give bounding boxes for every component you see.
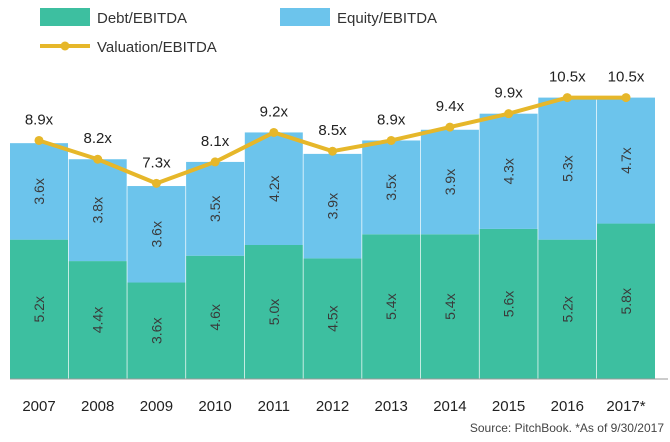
x-tick-2013: 2013 [375, 398, 408, 415]
valuation-point-2010 [210, 157, 220, 167]
label-debt-2008: 4.4x [90, 307, 106, 333]
valuation-point-2008 [93, 154, 103, 164]
valuation-line-layer [34, 93, 631, 188]
valuation-point-2009 [151, 178, 161, 188]
label-equity-2015: 4.3x [501, 158, 517, 184]
x-tick-2008: 2008 [81, 398, 114, 415]
label-equity-2008: 3.8x [90, 197, 106, 223]
label-valuation-2014: 9.4x [436, 98, 465, 115]
bar-debt-2017* [597, 223, 655, 379]
valuation-point-2015 [504, 109, 514, 119]
x-tick-2017*: 2017* [606, 398, 645, 415]
label-equity-2009: 3.6x [148, 221, 164, 247]
legend-label-equity: Equity/EBITDA [337, 10, 437, 27]
label-valuation-2009: 7.3x [142, 154, 171, 171]
label-equity-2012: 3.9x [325, 193, 341, 219]
label-debt-2016: 5.2x [559, 296, 575, 322]
bar-debt-2009 [127, 282, 186, 379]
label-equity-2011: 4.2x [266, 175, 282, 201]
bar-debt-2015 [479, 228, 538, 379]
label-debt-2017*: 5.8x [618, 288, 634, 314]
label-debt-2013: 5.4x [383, 293, 399, 319]
bar-equity-2015 [479, 113, 538, 229]
bar-debt-2014 [420, 234, 479, 379]
bar-debt-2016 [538, 239, 597, 379]
x-axis-ticks: 2007 2008 2009 2010 2011 2012 2013 2014 2015 2016… [22, 398, 645, 415]
valuation-point-2016 [562, 93, 572, 103]
label-debt-2015: 5.6x [501, 291, 517, 317]
bar-debt-2013 [362, 234, 421, 379]
x-tick-2011: 2011 [258, 398, 290, 415]
bar-equity-2011 [244, 132, 303, 245]
x-tick-2010: 2010 [198, 398, 231, 415]
label-debt-2009: 3.6x [148, 318, 164, 344]
bar-equity-2010 [186, 161, 245, 256]
bar-equity-2014 [420, 129, 479, 235]
label-debt-2011: 5.0x [266, 299, 282, 325]
label-valuation-2015: 9.9x [494, 85, 523, 102]
legend-label-debt: Debt/EBITDA [97, 10, 187, 27]
bar-equity-2012 [303, 153, 362, 259]
label-valuation-2010: 8.1x [201, 133, 230, 150]
bar-equity-2007 [10, 143, 68, 240]
bar-equity-2017* [597, 97, 655, 224]
bar-debt-2008 [68, 261, 127, 379]
label-equity-2013: 3.5x [383, 174, 399, 200]
bar-equity-2016 [538, 97, 597, 240]
x-tick-2009: 2009 [140, 398, 173, 415]
label-debt-2010: 4.6x [207, 304, 223, 330]
legend-swatch-valuation-marker [60, 41, 70, 51]
source-note: Source: PitchBook. *As of 9/30/2017 [470, 421, 664, 435]
legend: Debt/EBITDA Equity/EBITDA Valuation/EBIT… [40, 8, 437, 56]
valuation-point-2011 [269, 127, 279, 137]
bar-equity-2013 [362, 140, 421, 235]
x-tick-2016: 2016 [551, 398, 584, 415]
x-tick-2015: 2015 [492, 398, 525, 415]
legend-swatch-debt [40, 8, 90, 26]
valuation-point-2017* [621, 93, 631, 103]
bars [10, 97, 655, 379]
x-tick-2014: 2014 [433, 398, 466, 415]
label-equity-2010: 3.5x [207, 196, 223, 222]
bar-equity-2008 [68, 159, 127, 262]
label-valuation-2008: 8.2x [84, 130, 113, 147]
legend-swatch-equity [280, 8, 330, 26]
label-equity-2016: 5.3x [559, 155, 575, 181]
valuation-point-2013 [386, 135, 396, 145]
segment-labels: 5.2x 3.6x 4.4x 3.8x 3.6x 3.6x 4.6x 3.5x 5.0x 4.2x… [31, 147, 634, 344]
label-valuation-2017*: 10.5x [608, 69, 645, 86]
label-valuation-2012: 8.5x [318, 122, 347, 139]
x-tick-2007: 2007 [22, 398, 55, 415]
bar-debt-2012 [303, 258, 362, 379]
label-valuation-2007: 8.9x [25, 111, 54, 128]
label-valuation-2011: 9.2x [260, 103, 289, 120]
label-valuation-2013: 8.9x [377, 111, 406, 128]
label-debt-2012: 4.5x [325, 305, 341, 331]
label-equity-2007: 3.6x [31, 178, 47, 204]
label-equity-2014: 3.9x [442, 169, 458, 195]
valuation-point-2007 [34, 135, 44, 145]
label-debt-2007: 5.2x [31, 296, 47, 322]
legend-label-valuation: Valuation/EBITDA [97, 39, 217, 56]
label-debt-2014: 5.4x [442, 293, 458, 319]
bar-debt-2010 [186, 255, 245, 379]
bar-debt-2007 [10, 239, 68, 379]
bar-debt-2011 [244, 245, 303, 379]
valuation-labels: 8.9x 8.2x 7.3x 8.1x 9.2x 8.5x 8.9x 9.4x 9.9x 10.5… [25, 69, 645, 172]
valuation-point-2014 [445, 122, 455, 132]
valuation-point-2012 [328, 146, 337, 156]
x-tick-2012: 2012 [316, 398, 349, 415]
label-valuation-2016: 10.5x [549, 69, 586, 86]
label-equity-2017*: 4.7x [618, 147, 634, 173]
bar-equity-2009 [127, 186, 186, 283]
